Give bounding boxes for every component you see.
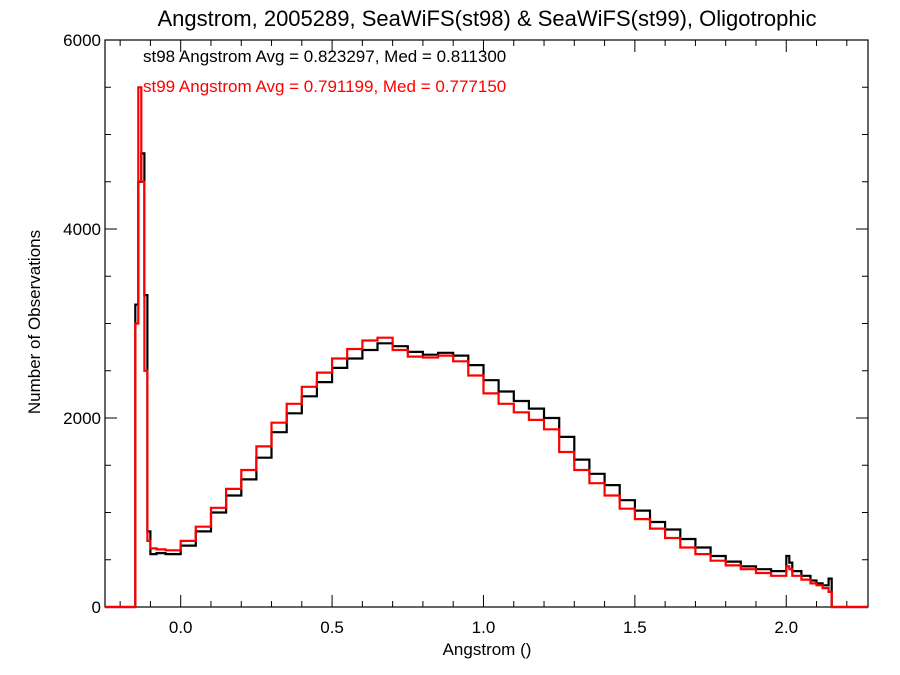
y-tick-label: 4000 [63,220,101,239]
x-tick-label: 1.0 [472,618,496,637]
chart-title: Angstrom, 2005289, SeaWiFS(st98) & SeaWi… [157,6,816,31]
y-axis: 0 2000 4000 6000 [63,31,868,617]
series-line-1 [105,86,868,609]
x-tick-label: 2.0 [774,618,798,637]
x-axis: 0.0 0.5 1.0 1.5 2.0 [119,40,848,637]
x-axis-label: Angstrom () [443,640,532,659]
y-tick-label: 6000 [63,31,101,50]
y-tick-label: 2000 [63,409,101,428]
y-axis-label: Number of Observations [25,230,44,414]
x-tick-label: 0.0 [169,618,193,637]
series-line-0 [105,152,868,609]
y-tick-label: 0 [92,598,101,617]
x-tick-label: 1.5 [623,618,647,637]
x-tick-label: 0.5 [320,618,344,637]
plot-area [104,39,869,608]
series-layer [105,86,868,609]
annotation-st99: st99 Angstrom Avg = 0.791199, Med = 0.77… [143,77,506,96]
annotation-st98: st98 Angstrom Avg = 0.823297, Med = 0.81… [143,47,506,66]
